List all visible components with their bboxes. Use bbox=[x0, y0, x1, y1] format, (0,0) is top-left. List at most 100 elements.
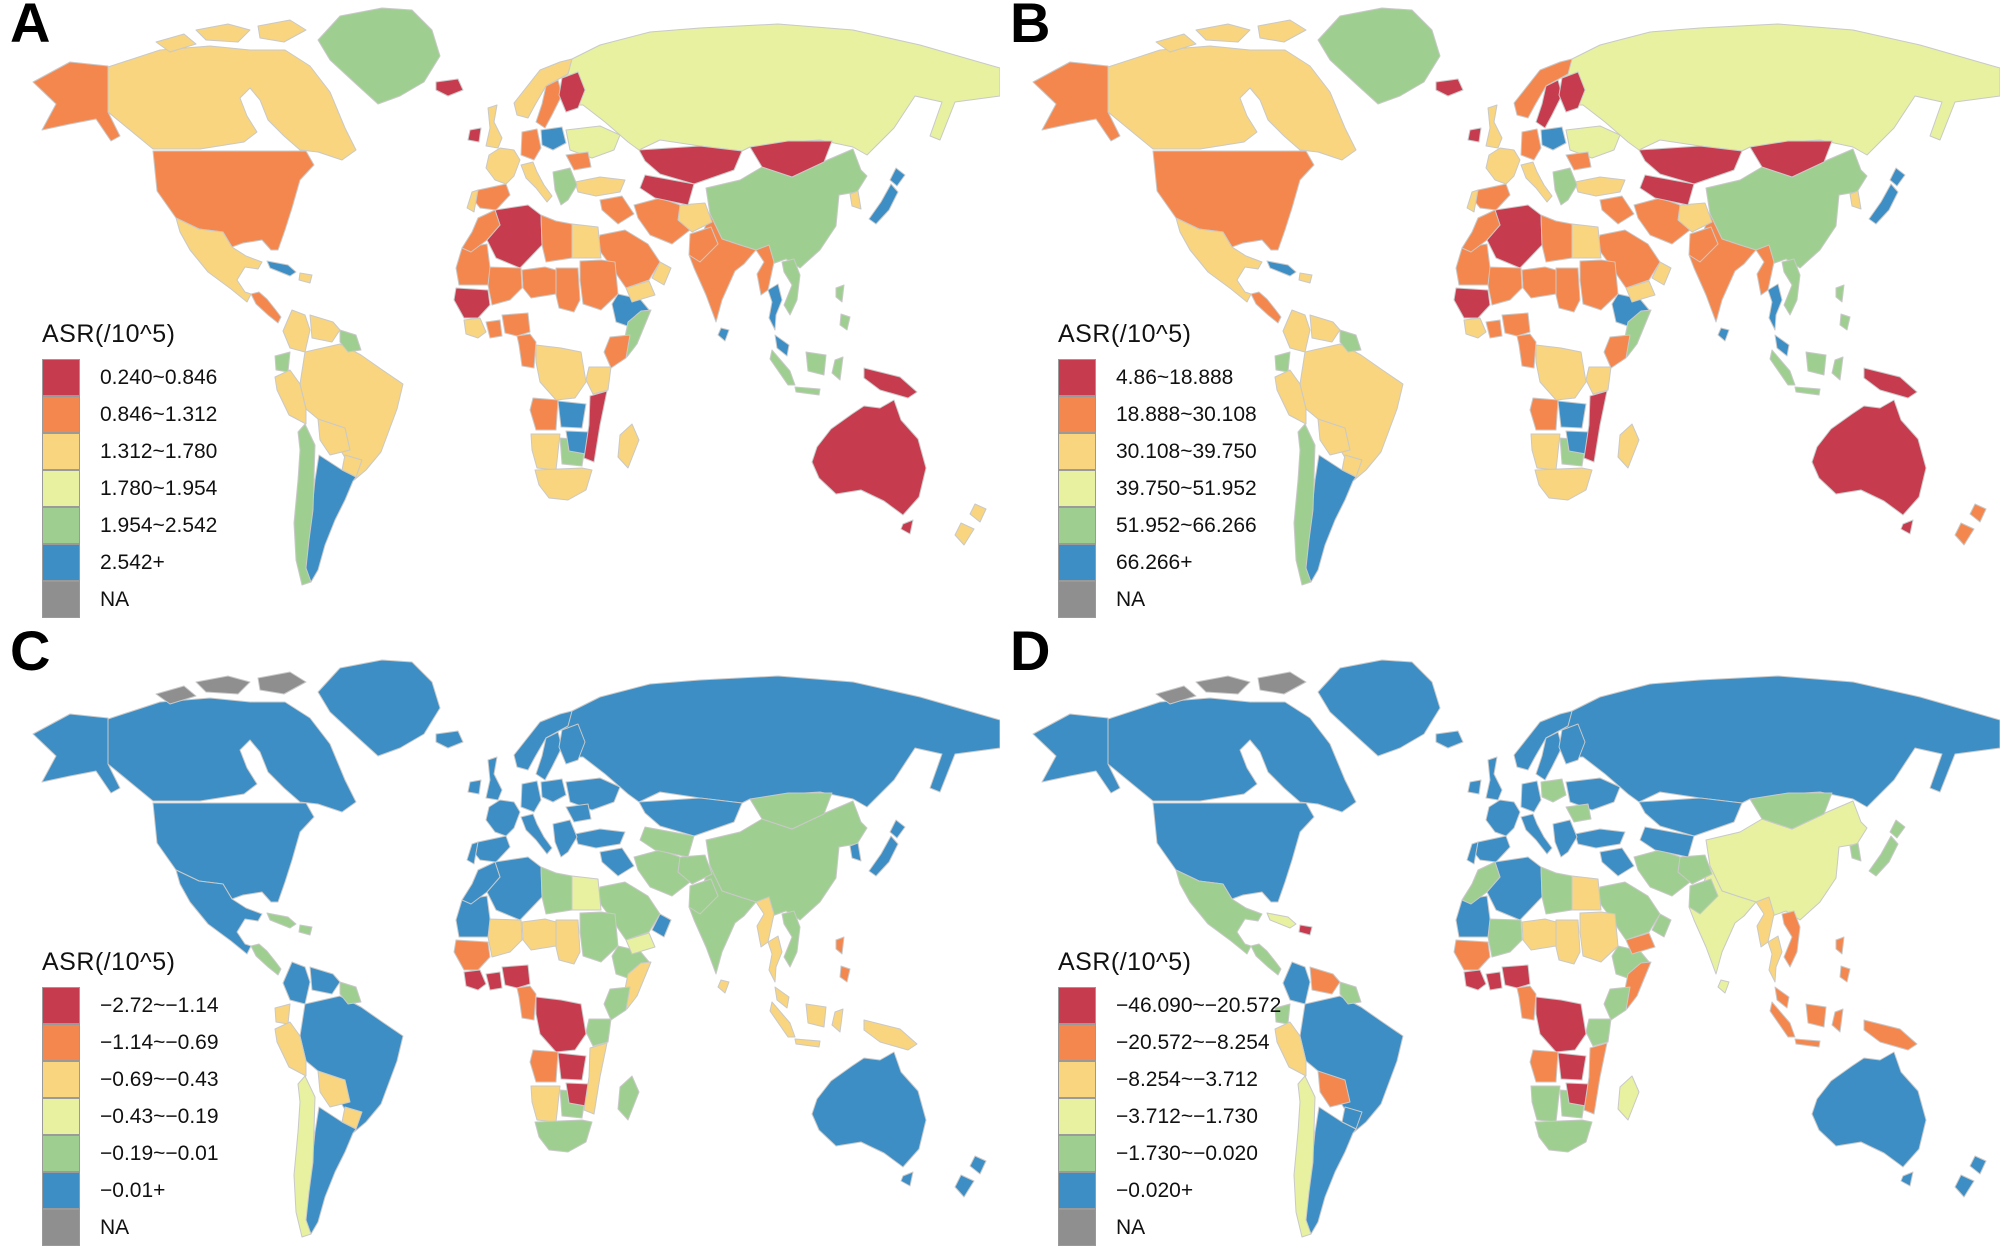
region-southafrica bbox=[1534, 467, 1593, 501]
legend-class-label: −1.730~−0.020 bbox=[1116, 1141, 1258, 1165]
region-mauritania bbox=[455, 895, 491, 938]
legend-swatch-o bbox=[1058, 1024, 1096, 1061]
region-cameroon bbox=[1516, 333, 1537, 369]
region-germany bbox=[1520, 128, 1542, 161]
legend-swatch-k bbox=[1058, 1061, 1096, 1098]
legend-rows: 4.86~18.888 18.888~30.108 30.108~39.750 39.… bbox=[1058, 359, 1257, 618]
region-southafrica bbox=[1534, 1119, 1593, 1153]
region-kazakhstan bbox=[638, 145, 743, 185]
region-nigeria bbox=[501, 312, 531, 337]
region-kazakhstan bbox=[1638, 797, 1743, 837]
region-myanmar bbox=[1755, 244, 1775, 296]
panel-label-C: C bbox=[10, 628, 51, 682]
region-nigeria bbox=[1501, 312, 1531, 337]
region-ireland bbox=[1467, 779, 1482, 795]
region-balkans bbox=[1552, 819, 1578, 858]
region-cuba bbox=[1266, 260, 1297, 277]
region-philippines bbox=[1835, 936, 1851, 983]
legend-class-label: 18.888~30.108 bbox=[1116, 402, 1257, 426]
legend-swatch-o bbox=[42, 396, 80, 433]
legend-rows: −46.090~−20.572 −20.572~−8.254 −8.254~−3.7… bbox=[1058, 987, 1281, 1246]
region-ukraine bbox=[565, 125, 621, 159]
region-chad bbox=[555, 267, 581, 313]
region-colombia bbox=[282, 961, 311, 1005]
legend-row: NA bbox=[1058, 581, 1257, 618]
region-pakistan bbox=[688, 226, 719, 263]
region-spain bbox=[471, 183, 511, 211]
region-mauritania bbox=[455, 243, 491, 286]
legend-swatch-o bbox=[1058, 396, 1096, 433]
legend-swatch-g bbox=[1058, 1135, 1096, 1172]
region-pakistan bbox=[1688, 878, 1719, 915]
region-hispaniola bbox=[1298, 924, 1313, 936]
region-morocco bbox=[1461, 861, 1501, 905]
map-regions bbox=[1032, 659, 2000, 1238]
legend-swatch-y bbox=[42, 1098, 80, 1135]
region-mongolia bbox=[1749, 792, 1833, 830]
region-iceland bbox=[1435, 730, 1464, 749]
region-venezuela bbox=[1309, 966, 1341, 995]
legend-class-label: 51.952~66.266 bbox=[1116, 513, 1257, 537]
region-brazil bbox=[299, 343, 404, 482]
region-centralamerica bbox=[250, 291, 282, 324]
legend-class-label: 1.954~2.542 bbox=[100, 513, 218, 537]
region-tanzania bbox=[585, 366, 612, 395]
region-libya bbox=[540, 866, 573, 915]
region-korea bbox=[1849, 190, 1862, 210]
legend-class-label: −3.712~−1.730 bbox=[1116, 1104, 1258, 1128]
region-canada bbox=[107, 697, 357, 813]
region-nz bbox=[954, 503, 987, 546]
world-map-A bbox=[32, 7, 1000, 586]
region-mexico bbox=[1175, 869, 1263, 955]
region-mozambique bbox=[583, 390, 608, 463]
region-egypt bbox=[1571, 875, 1602, 911]
region-chile bbox=[1293, 423, 1316, 586]
region-centralamerica bbox=[250, 943, 282, 976]
region-poland bbox=[1540, 126, 1567, 151]
region-mozambique bbox=[1583, 390, 1608, 463]
region-sudan bbox=[1579, 259, 1619, 311]
region-spain bbox=[471, 835, 511, 863]
legend-row: −0.43~−0.19 bbox=[42, 1098, 219, 1135]
region-russia bbox=[1561, 23, 2000, 167]
legend-row: −8.254~−3.712 bbox=[1058, 1061, 1281, 1098]
region-egypt bbox=[1571, 223, 1602, 259]
region-yemen bbox=[1625, 932, 1656, 955]
region-usa bbox=[152, 150, 315, 251]
region-morocco bbox=[461, 209, 501, 253]
region-mexico bbox=[1175, 217, 1263, 303]
region-finland bbox=[1558, 723, 1586, 765]
legend-swatch-n bbox=[1058, 1209, 1096, 1246]
region-chile bbox=[1293, 1075, 1316, 1238]
legend-class-label: NA bbox=[1116, 1215, 1146, 1239]
legend-class-label: NA bbox=[100, 1215, 130, 1239]
region-iraq bbox=[1599, 195, 1635, 225]
region-poland bbox=[540, 126, 567, 151]
region-namibia bbox=[1530, 1085, 1561, 1123]
legend-row: 18.888~30.108 bbox=[1058, 396, 1257, 433]
region-romania bbox=[565, 151, 592, 171]
region-afghanistan bbox=[677, 202, 713, 233]
legend-swatch-k bbox=[1058, 433, 1096, 470]
legend-row: −0.020+ bbox=[1058, 1172, 1281, 1209]
region-mozambique bbox=[1583, 1042, 1608, 1115]
region-bolivia bbox=[317, 418, 351, 456]
legend-class-label: −0.01+ bbox=[100, 1178, 166, 1202]
region-tanzania bbox=[1585, 1018, 1612, 1047]
legend-class-label: 1.780~1.954 bbox=[100, 476, 218, 500]
region-cuba bbox=[1266, 912, 1297, 929]
region-japan bbox=[868, 167, 906, 225]
legend-swatch-r bbox=[42, 987, 80, 1024]
region-australia bbox=[1811, 1051, 1927, 1187]
region-brazil bbox=[1299, 343, 1404, 482]
region-balkans bbox=[1552, 167, 1578, 206]
region-alaska bbox=[32, 713, 121, 794]
legend-C: ASR(/10^5) −2.72~−1.14 −1.14~−0.69 −0.69~−… bbox=[42, 948, 219, 1246]
region-bolivia bbox=[1317, 418, 1351, 456]
region-tanzania bbox=[585, 1018, 612, 1047]
region-iceland bbox=[1435, 78, 1464, 97]
region-mali bbox=[487, 266, 523, 306]
region-morocco bbox=[1461, 209, 1501, 253]
region-mongolia bbox=[749, 140, 833, 178]
